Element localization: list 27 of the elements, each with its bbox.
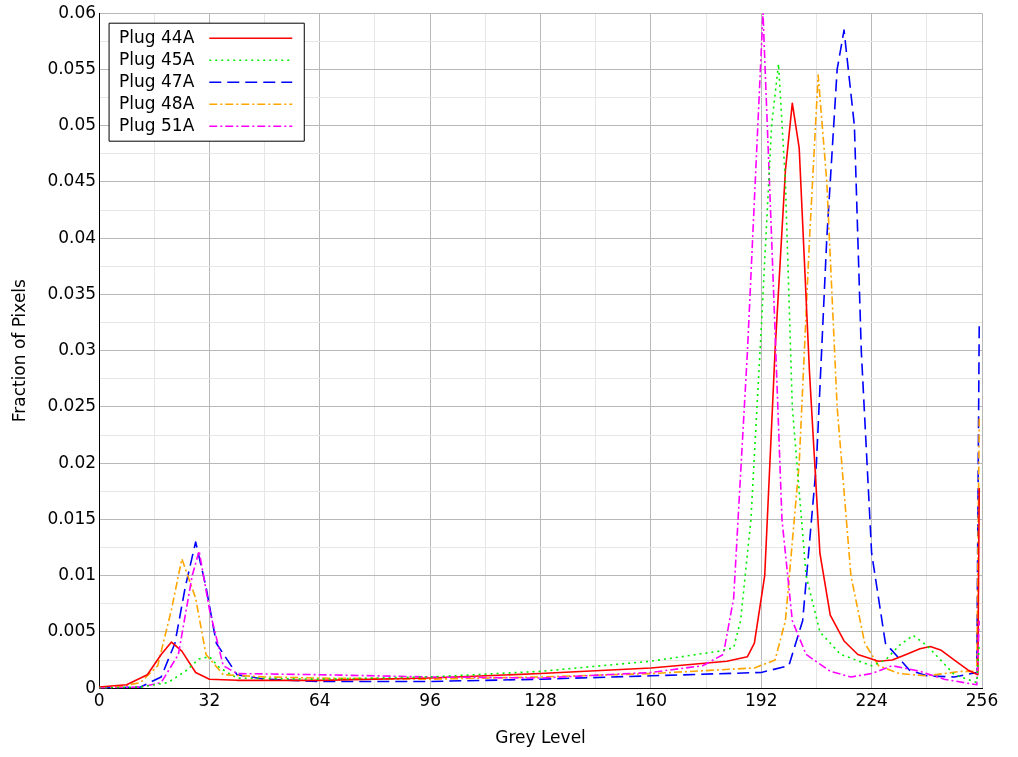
y-tick-label: 0.025	[47, 395, 97, 416]
y-tick-label: 0.04	[58, 226, 97, 247]
x-axis-title: Grey Level	[495, 727, 586, 748]
x-tick-label: 96	[419, 689, 441, 710]
legend-label: Plug 44A	[119, 26, 195, 47]
y-tick-label: 0.05	[58, 114, 97, 135]
y-tick-label: 0.015	[47, 507, 97, 528]
y-axis-title: Fraction of Pixels	[8, 278, 29, 423]
x-tick-label: 224	[855, 689, 888, 710]
y-tick-label: 0.035	[47, 282, 97, 303]
y-tick-label: 0.02	[58, 451, 97, 472]
x-tick-label: 64	[308, 689, 331, 710]
x-tick-label: 192	[745, 689, 778, 710]
legend-label: Plug 48A	[119, 92, 195, 113]
x-tick-label: 128	[524, 689, 557, 710]
legend-label: Plug 45A	[119, 48, 195, 69]
legend-label: Plug 47A	[119, 70, 195, 91]
x-tick-label: 32	[198, 689, 221, 710]
y-tick-label: 0.055	[47, 57, 97, 78]
y-tick-label: 0.01	[58, 564, 97, 585]
y-tick-label: 0.06	[58, 1, 97, 22]
x-tick-label: 160	[634, 689, 668, 710]
x-tick-label: 256	[965, 689, 999, 710]
y-tick-label: 0.045	[47, 170, 97, 191]
y-tick-label: 0.005	[47, 620, 97, 641]
legend-label: Plug 51A	[119, 114, 195, 135]
y-tick-label: 0.03	[58, 339, 97, 360]
